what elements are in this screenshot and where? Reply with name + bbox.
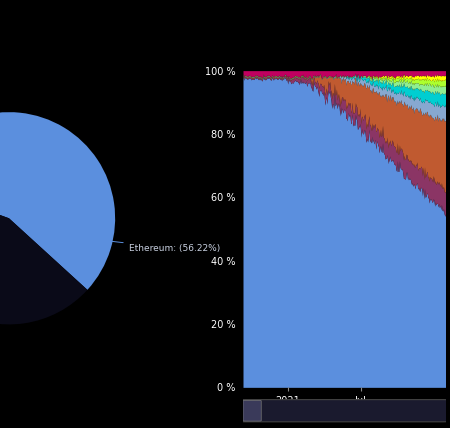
FancyBboxPatch shape: [243, 400, 261, 421]
Wedge shape: [0, 112, 115, 290]
Text: Ethereum: (56.22%): Ethereum: (56.22%): [92, 239, 220, 253]
FancyBboxPatch shape: [239, 400, 450, 422]
Wedge shape: [0, 182, 87, 324]
